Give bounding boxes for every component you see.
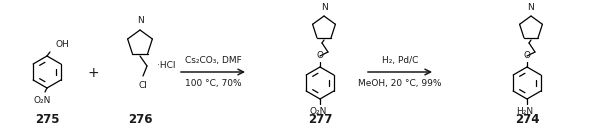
Text: 276: 276	[128, 113, 152, 126]
Text: Cl: Cl	[139, 81, 148, 90]
Text: OH: OH	[55, 40, 69, 49]
Text: O: O	[523, 51, 530, 60]
Text: Cs₂CO₃, DMF: Cs₂CO₃, DMF	[185, 56, 241, 65]
Text: 275: 275	[35, 113, 59, 126]
Text: O: O	[317, 51, 323, 60]
Text: ·HCl: ·HCl	[157, 62, 176, 71]
Text: O₂N: O₂N	[34, 96, 52, 105]
Text: +: +	[87, 66, 99, 80]
Text: 277: 277	[308, 113, 332, 126]
Text: N: N	[137, 16, 143, 25]
Text: N: N	[320, 3, 328, 12]
Text: O₂N: O₂N	[309, 107, 326, 116]
Text: MeOH, 20 °C, 99%: MeOH, 20 °C, 99%	[358, 79, 442, 88]
Text: 100 °C, 70%: 100 °C, 70%	[185, 79, 241, 88]
Text: N: N	[527, 3, 535, 12]
Text: H₂N: H₂N	[516, 107, 533, 116]
Text: H₂, Pd/C: H₂, Pd/C	[382, 56, 418, 65]
Text: 274: 274	[515, 113, 539, 126]
